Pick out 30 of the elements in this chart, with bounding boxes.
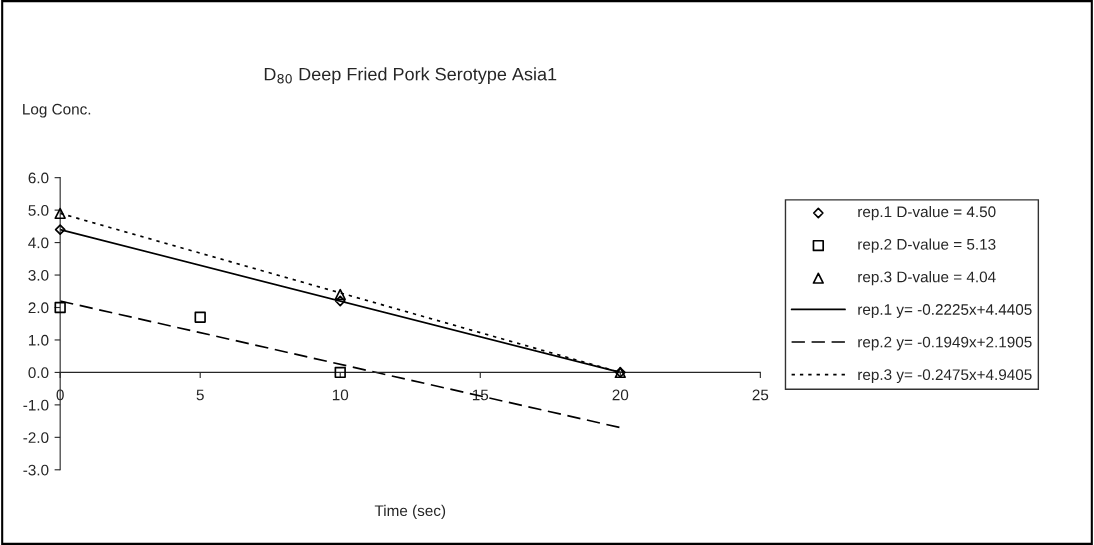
- y-tick-label: 6.0: [28, 172, 49, 184]
- legend-label: rep.1 D-value = 4.50: [858, 205, 996, 221]
- point: [54, 301, 66, 314]
- x-axis-title: Time (sec): [374, 504, 446, 520]
- x-tick-label: 10: [332, 389, 349, 401]
- x-tick-label: 25: [752, 389, 769, 401]
- point: [334, 288, 346, 301]
- chart-title: D$_{80}$ Deep Fried Pork Serotype Asia1: [264, 67, 557, 85]
- y-tick-label: 2.0: [28, 302, 49, 314]
- x-tick-label: 20: [612, 389, 629, 401]
- legend-label: rep.2 D-value = 5.13: [858, 238, 996, 253]
- y-axis-title: Log Conc.: [23, 103, 91, 118]
- y-tick-label: 0.0: [28, 367, 49, 379]
- x-tick-label: 5: [196, 389, 204, 401]
- point: [54, 207, 66, 220]
- y-tick-label: 5.0: [28, 205, 49, 216]
- y-tick-label: 1.0: [28, 334, 49, 346]
- legend-label: rep.2 y= -0.1949x+2.1905: [858, 336, 1032, 351]
- point: [334, 366, 346, 379]
- legend-label: rep.3 y= -0.2475x+4.9405: [858, 369, 1032, 384]
- y-tick-label: -3.0: [23, 464, 49, 476]
- y-tick-label: -2.0: [23, 432, 49, 444]
- y-tick-label: -1.0: [23, 399, 49, 411]
- y-tick-label: 3.0: [28, 269, 49, 281]
- point: [54, 224, 66, 236]
- point: [194, 311, 206, 323]
- legend-label: rep.3 D-value = 4.04: [858, 271, 996, 286]
- legend-label: rep.1 y= -0.2225x+4.4405: [858, 304, 1032, 318]
- point: [334, 295, 346, 307]
- y-tick-label: 4.0: [28, 237, 49, 249]
